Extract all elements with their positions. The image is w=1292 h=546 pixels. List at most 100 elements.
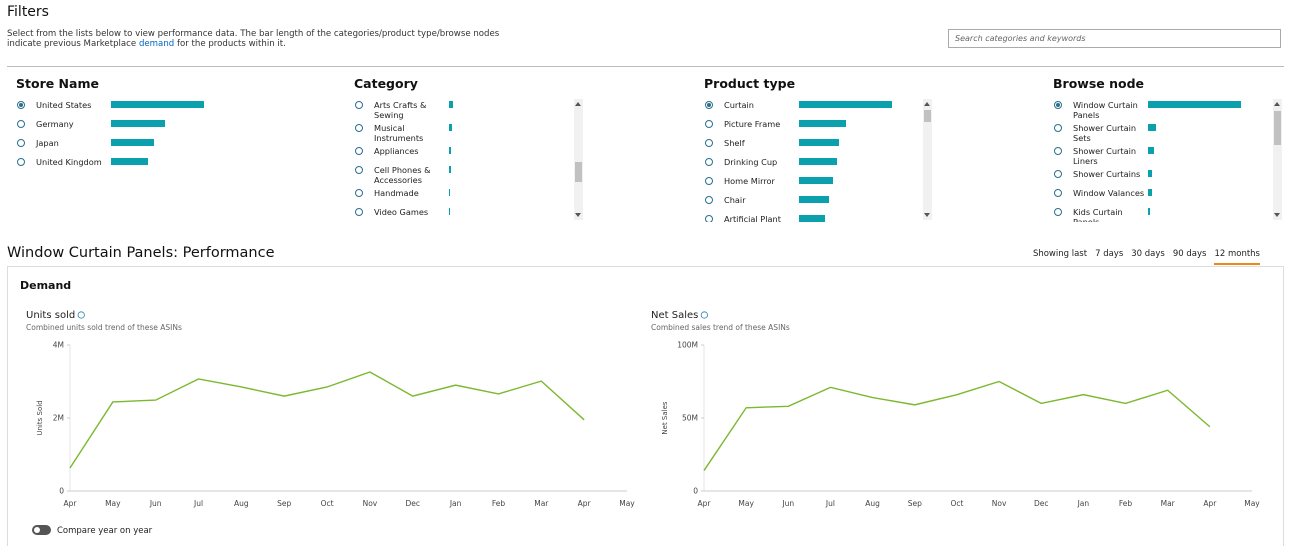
item-label: Germany <box>36 119 74 129</box>
x-tick-label: Feb <box>492 499 506 508</box>
radio-button[interactable] <box>355 147 363 155</box>
radio-button[interactable] <box>705 120 713 128</box>
list-item[interactable]: Arts Crafts & Sewing <box>354 97 572 120</box>
y-tick-label: 100M <box>677 341 698 350</box>
chart-title: Units sold <box>26 310 75 321</box>
demand-bar <box>1148 189 1152 196</box>
radio-button[interactable] <box>1054 170 1062 178</box>
x-tick-label: Jul <box>193 499 203 508</box>
item-label: Picture Frame <box>724 119 781 129</box>
x-tick-label: Jun <box>781 499 794 508</box>
list-item[interactable]: Video Games <box>354 204 572 222</box>
x-tick-label: Jul <box>825 499 835 508</box>
range-option[interactable]: 30 days <box>1131 249 1165 259</box>
list-item[interactable]: Window Curtain Panels <box>1053 97 1271 120</box>
radio-button[interactable] <box>17 101 25 109</box>
demand-bar <box>799 139 839 146</box>
item-label: United States <box>36 100 92 110</box>
list-title: Product type <box>704 76 796 91</box>
range-option[interactable]: 12 months <box>1214 249 1260 265</box>
search-input[interactable]: Search categories and keywords <box>948 29 1281 48</box>
range-option[interactable]: 90 days <box>1172 249 1207 259</box>
x-tick-label: Jan <box>1077 499 1090 508</box>
demand-bar <box>1148 147 1154 154</box>
x-tick-label: Apr <box>698 499 712 508</box>
list-item[interactable]: Picture Frame <box>704 116 922 135</box>
demand-bar <box>1148 208 1150 215</box>
list-item[interactable]: Chair <box>704 192 922 211</box>
demand-bar <box>449 147 451 154</box>
x-tick-label: Sep <box>277 499 291 508</box>
data-line <box>703 380 1211 471</box>
item-label: Handmade <box>374 188 419 198</box>
list-item[interactable]: Handmade <box>354 185 572 204</box>
y-tick-label: 2M <box>53 414 64 423</box>
radio-button[interactable] <box>355 101 363 109</box>
item-label: Shelf <box>724 138 745 148</box>
radio-button[interactable] <box>355 166 363 174</box>
option-list: United States Germany Japan United Kingdom <box>16 97 306 222</box>
radio-button[interactable] <box>705 139 713 147</box>
item-label: United Kingdom <box>36 157 102 167</box>
radio-button[interactable] <box>705 196 713 204</box>
performance-title: Window Curtain Panels: Performance <box>7 245 275 261</box>
demand-bar <box>111 101 204 108</box>
radio-button[interactable] <box>17 120 25 128</box>
scrollbar[interactable] <box>923 99 932 220</box>
list-item[interactable]: Home Mirror <box>704 173 922 192</box>
scrollbar[interactable] <box>574 99 583 220</box>
list-item[interactable]: United Kingdom <box>16 154 306 173</box>
demand-bar <box>799 177 834 184</box>
radio-button[interactable] <box>1054 189 1062 197</box>
list-item[interactable]: Japan <box>16 135 306 154</box>
radio-button[interactable] <box>17 139 25 147</box>
list-item[interactable]: Cell Phones & Accessories <box>354 162 572 185</box>
scrollbar[interactable] <box>1273 99 1282 220</box>
list-item[interactable]: Shower Curtains <box>1053 166 1271 185</box>
list-item[interactable]: Artificial Plant <box>704 211 922 222</box>
list-item[interactable]: Shelf <box>704 135 922 154</box>
x-tick-label: Jun <box>149 499 162 508</box>
item-label: Shower Curtain Liners <box>1073 146 1137 166</box>
chart-subtitle: Combined units sold trend of these ASINs <box>26 323 182 332</box>
radio-button[interactable] <box>355 189 363 197</box>
demand-bar <box>1148 101 1241 108</box>
radio-button[interactable] <box>355 208 363 216</box>
radio-button[interactable] <box>1054 208 1062 216</box>
list-item[interactable]: United States <box>16 97 306 116</box>
range-option[interactable]: 7 days <box>1095 249 1124 259</box>
list-item[interactable]: Germany <box>16 116 306 135</box>
list-item[interactable]: Drinking Cup <box>704 154 922 173</box>
radio-button[interactable] <box>705 177 713 185</box>
radio-button[interactable] <box>705 101 713 109</box>
x-tick-label: Dec <box>1034 499 1049 508</box>
demand-bar <box>449 189 450 196</box>
radio-button[interactable] <box>1054 147 1062 155</box>
list-item[interactable]: Kids Curtain Panels <box>1053 204 1271 222</box>
list-item[interactable]: Musical Instruments <box>354 120 572 143</box>
x-tick-label: Mar <box>1161 499 1176 508</box>
filters-description: Select from the lists below to view perf… <box>7 29 507 49</box>
demand-bar <box>1148 170 1152 177</box>
x-tick-label: Mar <box>534 499 549 508</box>
demand-bar <box>799 120 846 127</box>
list-item[interactable]: Shower Curtain Liners <box>1053 143 1271 166</box>
radio-button[interactable] <box>705 215 713 222</box>
x-tick-label: Nov <box>363 499 378 508</box>
radio-button[interactable] <box>1054 124 1062 132</box>
list-item[interactable]: Curtain <box>704 97 922 116</box>
radio-button[interactable] <box>17 158 25 166</box>
description-text: Select from the lists below to view perf… <box>7 29 500 49</box>
demand-link[interactable]: demand <box>138 39 175 49</box>
list-item[interactable]: Shower Curtain Sets <box>1053 120 1271 143</box>
demand-bar <box>449 166 451 173</box>
toggle-switch[interactable] <box>32 525 51 535</box>
radio-button[interactable] <box>1054 101 1062 109</box>
demand-panel <box>7 266 1284 546</box>
radio-button[interactable] <box>355 124 363 132</box>
list-item[interactable]: Window Valances <box>1053 185 1271 204</box>
radio-button[interactable] <box>705 158 713 166</box>
data-line <box>69 371 585 469</box>
x-tick-label: Aug <box>865 499 880 508</box>
list-item[interactable]: Appliances <box>354 143 572 162</box>
